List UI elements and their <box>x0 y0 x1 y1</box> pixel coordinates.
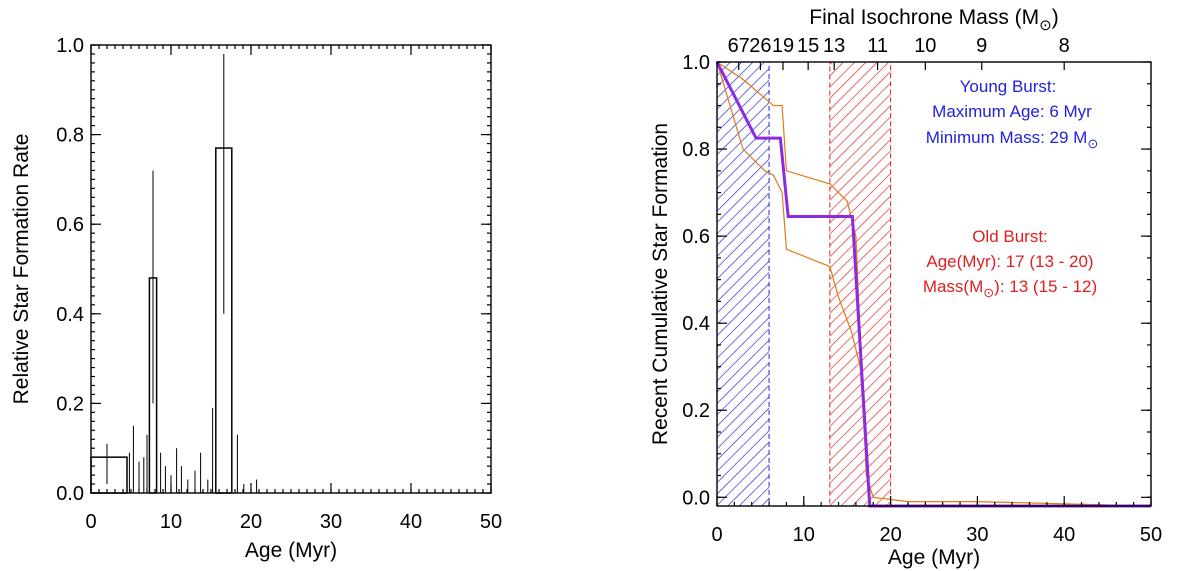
mass-top-axis-title: Final Isochrone Mass (M⊙) <box>809 6 1058 34</box>
old-burst-title: Old Burst: <box>972 227 1048 246</box>
old-burst-region <box>829 61 892 507</box>
sfr-x-tick-label: 40 <box>400 511 422 533</box>
cumulative-y-tick-label: 0.2 <box>682 400 710 422</box>
cumulative-x-axis-title: Age (Myr) <box>888 546 980 569</box>
young-burst-annotation: Young Burst: Maximum Age: 6 Myr Minimum … <box>926 77 1098 151</box>
cumulative-y-tick-label: 0.0 <box>682 487 710 509</box>
sfr-y-tick-label: 0.6 <box>56 214 84 236</box>
cumulative-plot-frame <box>716 61 1152 507</box>
young-burst-min-mass: Minimum Mass: 29 M⊙ <box>926 128 1098 151</box>
cumulative-x-tick-labels: 0 10 20 30 40 50 <box>711 524 1162 546</box>
sfr-y-axis-title: Relative Star Formation Rate <box>10 134 33 405</box>
young-burst-region <box>716 61 770 507</box>
mass-top-tick-label: 67 <box>728 35 750 57</box>
sfr-x-tick-label: 0 <box>85 511 96 533</box>
cumulative-x-tick-label: 50 <box>1140 524 1162 546</box>
upper-envelope-line <box>716 61 1152 507</box>
mass-top-tick-label: 13 <box>823 35 845 57</box>
sfr-y-tick-labels: 0.0 0.2 0.4 0.6 0.8 1.0 <box>56 35 84 505</box>
mass-top-tick-label: 26 <box>749 35 771 57</box>
cumulative-x-tick-label: 30 <box>966 524 988 546</box>
sfr-y-tick-label: 0.0 <box>56 483 84 505</box>
cumulative-x-tick-label: 40 <box>1053 524 1075 546</box>
young-burst-title: Young Burst: <box>960 77 1057 96</box>
sfr-chart: 0 10 20 30 40 50 0.0 0.2 0.4 0.6 0.8 1.0 Age (Myr)… <box>10 35 502 562</box>
cumulative-y-tick-label: 1.0 <box>682 52 710 74</box>
cumulative-y-tick-label: 0.6 <box>682 226 710 248</box>
mass-top-tick-label: 9 <box>976 35 987 57</box>
cumulative-chart: 0 10 20 30 40 50 0.00.20.40.60.81.0 67 26 19 15 1… <box>649 6 1162 569</box>
cumulative-y-tick-labels: 0.0 0.2 0.4 0.6 0.8 1.0 <box>682 52 710 509</box>
sfr-x-tick-label: 20 <box>240 511 262 533</box>
sfr-x-axis-title: Age (Myr) <box>245 539 337 562</box>
cumulative-y-tick-label: 0.8 <box>682 139 710 161</box>
cumulative-y-tick-label: 0.4 <box>682 313 710 335</box>
cumulative-ticks <box>716 61 1152 506</box>
cumulative-y-axis-title: Recent Cumulative Star Formation <box>649 123 672 445</box>
sfr-plot-frame <box>90 44 492 494</box>
old-burst-mass: Mass(M⊙): 13 (15 - 12) <box>923 277 1097 300</box>
sfr-x-tick-label: 50 <box>480 511 502 533</box>
sfr-x-tick-labels: 0 10 20 30 40 50 <box>85 511 502 533</box>
mass-top-tick-labels: 67 26 19 15 13 11 10 9 8 <box>728 35 1070 57</box>
mass-top-tick-label: 10 <box>914 35 936 57</box>
sfr-y-tick-label: 0.4 <box>56 304 84 326</box>
cumulative-x-tick-label: 10 <box>793 524 815 546</box>
sfr-bars <box>90 147 233 494</box>
cumulative-x-tick-label: 20 <box>879 524 901 546</box>
sfr-x-tick-label: 30 <box>320 511 342 533</box>
old-burst-annotation: Old Burst: Age(Myr): 17 (13 - 20) Mass(M… <box>923 227 1097 300</box>
young-burst-max-age: Maximum Age: 6 Myr <box>932 102 1092 121</box>
mass-top-tick-label: 8 <box>1059 35 1070 57</box>
sfr-error-bars <box>106 53 258 493</box>
cumulative-x-tick-label: 0 <box>711 524 722 546</box>
mass-top-tick-label: 11 <box>867 35 888 57</box>
sfr-y-tick-label: 1.0 <box>56 35 84 57</box>
mass-top-tick-label: 15 <box>797 35 819 57</box>
sfr-y-tick-label: 0.8 <box>56 125 84 147</box>
sfr-y-tick-label: 0.2 <box>56 393 84 415</box>
sfr-bar-0 <box>90 456 128 494</box>
old-burst-age: Age(Myr): 17 (13 - 20) <box>926 252 1093 271</box>
sfr-x-tick-label: 10 <box>160 511 182 533</box>
mass-top-tick-label: 19 <box>772 35 794 57</box>
sfr-ticks <box>90 44 492 494</box>
